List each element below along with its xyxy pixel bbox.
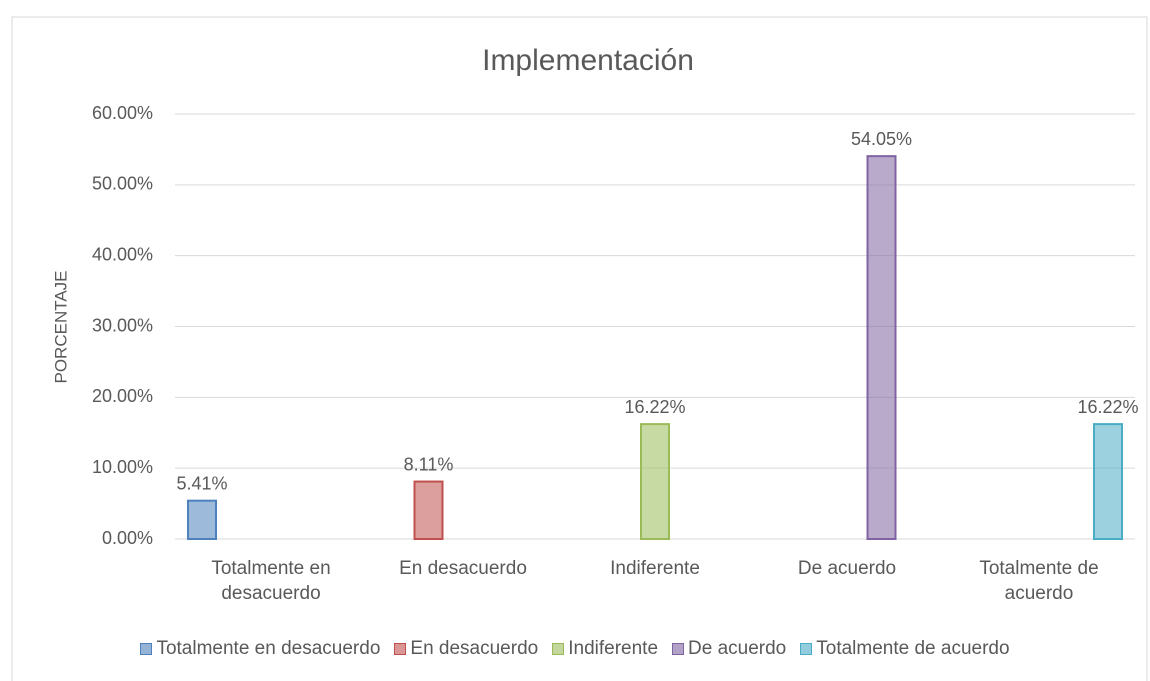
legend-label: Totalmente de acuerdo <box>816 638 1010 659</box>
legend: Totalmente en desacuerdo En desacuerdo Ind… <box>0 638 1150 660</box>
legend-label: De acuerdo <box>688 638 787 659</box>
legend-label: En desacuerdo <box>410 638 539 659</box>
bar <box>866 155 897 540</box>
legend-swatch <box>552 643 565 655</box>
legend-swatch <box>140 643 153 655</box>
y-axis-label: PORCENTAJE <box>51 270 70 383</box>
legend-swatch <box>394 643 407 655</box>
y-tick-label: 0.00% <box>102 528 153 548</box>
data-label: 5.41% <box>176 473 227 493</box>
data-label: 54.05% <box>851 129 912 149</box>
data-label: 8.11% <box>404 454 454 474</box>
x-tick-label: Totalmente en desacuerdo <box>211 558 331 604</box>
legend-swatch <box>800 643 813 655</box>
legend-item: Totalmente en desacuerdo <box>140 638 380 660</box>
bar <box>640 423 670 541</box>
data-label: 16.22% <box>1077 397 1138 417</box>
y-tick-label: 50.00% <box>92 174 153 194</box>
data-label: 16.22% <box>624 397 685 417</box>
bar <box>1093 423 1123 541</box>
x-tick-label: Indiferente <box>610 558 700 579</box>
bar <box>187 499 217 541</box>
x-tick-label: Totalmente de acuerdo <box>979 558 1099 604</box>
legend-item: En desacuerdo <box>394 638 538 660</box>
y-tick-label: 60.00% <box>92 103 153 123</box>
x-tick-label: De acuerdo <box>797 558 897 579</box>
legend-label: Totalmente en desacuerdo <box>156 638 381 659</box>
y-tick-label: 40.00% <box>92 244 153 264</box>
y-tick-label: 20.00% <box>92 386 153 406</box>
legend-swatch <box>672 643 685 655</box>
y-tick-label: 10.00% <box>92 457 153 477</box>
bar <box>413 480 444 541</box>
chart-border <box>11 16 1148 681</box>
chart-title: Implementación <box>482 44 694 77</box>
legend-item: Indiferente <box>552 638 658 660</box>
x-tick-label: En desacuerdo <box>399 558 527 579</box>
legend-item: De acuerdo <box>672 638 786 660</box>
legend-item: Totalmente de acuerdo <box>800 638 1010 660</box>
y-tick-label: 30.00% <box>92 315 153 335</box>
legend-label: Indiferente <box>568 638 659 659</box>
